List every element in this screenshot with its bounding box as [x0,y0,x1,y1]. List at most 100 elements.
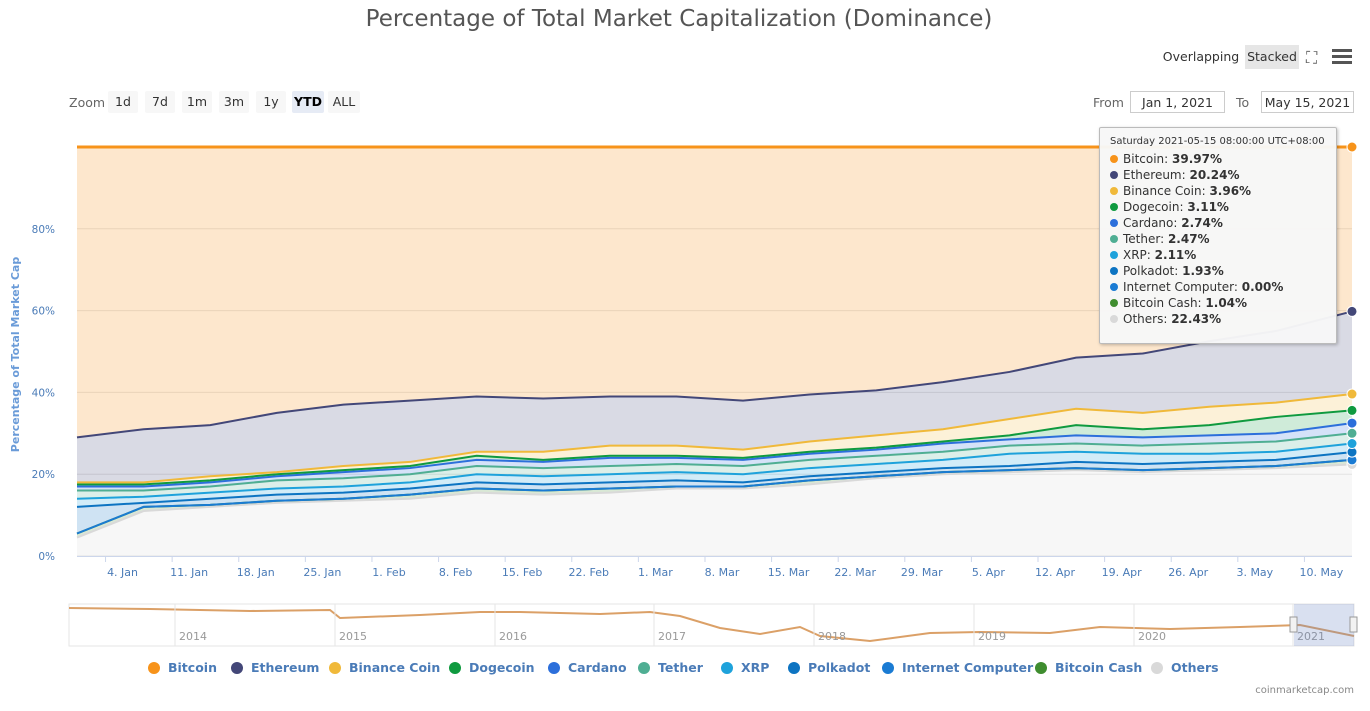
tooltip-series-name: Polkadot: [1123,264,1183,278]
tooltip-row: XRP: 2.11% [1110,247,1326,263]
zoom-button-3m[interactable]: 3m [219,91,249,113]
x-tick-label: 22. Mar [834,566,876,579]
end-marker-binance-coin[interactable] [1346,388,1358,400]
chart-title: Percentage of Total Market Capitalizatio… [365,6,993,32]
legend-item-xrp[interactable]: XRP [721,660,769,675]
legend-label: Others [1171,660,1219,675]
line-binance-coin[interactable] [77,393,1353,484]
tooltip-row: Others: 22.43% [1110,311,1326,327]
tooltip-row: Bitcoin Cash: 1.04% [1110,295,1326,311]
legend-label: Internet Computer [902,660,1034,675]
navigator-year-label: 2016 [499,630,527,643]
tooltip-series-value: 0.00% [1241,280,1284,294]
from-date-input[interactable]: Jan 1, 2021 [1130,91,1225,113]
legend-item-bitcoin-cash[interactable]: Bitcoin Cash [1035,660,1142,675]
series-marker-icon [1110,155,1118,163]
x-tick-label: 11. Jan [170,566,208,579]
y-tick-label: 0% [38,551,55,563]
legend-item-polkadot[interactable]: Polkadot [788,660,870,675]
end-marker-tether[interactable] [1346,427,1358,439]
series-marker-icon [1110,203,1118,211]
legend-label: Tether [658,660,703,675]
legend-item-binance-coin[interactable]: Binance Coin [329,660,440,675]
area-binance-coin [77,394,1352,485]
x-tick-label: 22. Feb [569,566,609,579]
zoom-label: Zoom [69,95,106,110]
zoom-button-1d[interactable]: 1d [108,91,138,113]
tooltip-series-name: Others: [1123,312,1172,326]
area-bitcoin [77,147,1352,438]
zoom-button-1y[interactable]: 1y [256,91,286,113]
y-tick-label: 20% [32,469,55,481]
tooltip-header: Saturday 2021-05-15 08:00:00 UTC+08:00 [1110,136,1325,147]
line-others[interactable] [76,463,1353,539]
tooltip-series-name: Internet Computer: [1123,280,1242,294]
end-marker-dogecoin[interactable] [1346,404,1358,416]
navigator-left-handle[interactable] [1289,616,1298,633]
legend-marker-icon [1035,662,1047,674]
tooltip-series-name: Dogecoin: [1123,200,1188,214]
x-tick-label: 29. Mar [901,566,943,579]
series-marker-icon [1110,267,1118,275]
legend-item-cardano[interactable]: Cardano [548,660,627,675]
series-marker-icon [1110,299,1118,307]
line-ethereum[interactable] [76,310,1353,439]
area-others [77,464,1352,556]
legend-item-internet-computer[interactable]: Internet Computer [882,660,1033,675]
legend-item-bitcoin[interactable]: Bitcoin [148,660,217,675]
overlapping-button[interactable]: Overlapping [1162,49,1240,64]
zoom-button-7d[interactable]: 7d [145,91,175,113]
tooltip-series-value: 2.74% [1181,216,1223,230]
legend-item-dogecoin[interactable]: Dogecoin [449,660,535,675]
to-label: To [1236,95,1250,110]
credit-link[interactable]: coinmarketcap.com [1255,685,1354,696]
end-marker-cardano[interactable] [1346,417,1358,429]
x-tick-label: 26. Apr [1168,566,1208,579]
line-dogecoin[interactable] [77,409,1353,486]
legend-label: Polkadot [808,660,871,675]
line-cardano[interactable] [77,422,1353,488]
line-xrp[interactable] [76,442,1353,500]
to-date-input[interactable]: May 15, 2021 [1261,91,1354,113]
legend-label: XRP [741,660,770,675]
y-axis-title: Percentage of Total Market Cap [9,257,22,453]
tooltip-series-value: 2.47% [1167,232,1210,246]
zoom-button-ytd[interactable]: YTD [292,91,324,113]
stacked-button[interactable]: Stacked [1245,45,1299,69]
x-tick-label: 18. Jan [237,566,275,579]
tooltip-series-name: Bitcoin Cash: [1123,296,1206,310]
tooltip-series-name: XRP: [1123,248,1155,262]
tooltip-row: Ethereum: 20.24% [1110,167,1326,183]
series-marker-icon [1110,235,1118,243]
end-marker-ethereum[interactable] [1346,305,1358,317]
x-tick-label: 12. Apr [1035,566,1075,579]
tooltip-series-value: 3.11% [1187,200,1229,214]
navigator-selection[interactable] [1294,604,1354,646]
x-tick-label: 15. Feb [502,566,542,579]
tooltip-row: Polkadot: 1.93% [1110,263,1326,279]
navigator-year-label: 2019 [978,630,1006,643]
end-marker-xrp[interactable] [1346,438,1358,450]
area-xrp [77,443,1352,507]
navigator-year-label: 2017 [658,630,686,643]
zoom-button-1m[interactable]: 1m [182,91,212,113]
legend-item-others[interactable]: Others [1151,660,1219,675]
line-polkadot[interactable] [76,451,1353,508]
zoom-button-all[interactable]: ALL [328,91,360,113]
from-label: From [1093,95,1124,110]
legend-item-ethereum[interactable]: Ethereum [231,660,319,675]
tooltip-series-value: 22.43% [1171,312,1222,326]
line-internet-computer[interactable] [76,458,1353,535]
legend-label: Dogecoin [469,660,535,675]
tooltip-series-name: Bitcoin: [1123,152,1173,166]
legend-marker-icon [548,662,560,674]
navigator-right-handle[interactable] [1349,616,1358,633]
hamburger-menu-icon[interactable] [1332,49,1352,65]
tooltip-series-value: 1.93% [1182,264,1224,278]
end-marker-bitcoin[interactable] [1346,141,1358,153]
fullscreen-icon[interactable]: ⛶ [1306,48,1318,67]
legend-item-tether[interactable]: Tether [638,660,703,675]
line-tether[interactable] [77,432,1353,492]
tooltip-row: Cardano: 2.74% [1110,215,1326,231]
